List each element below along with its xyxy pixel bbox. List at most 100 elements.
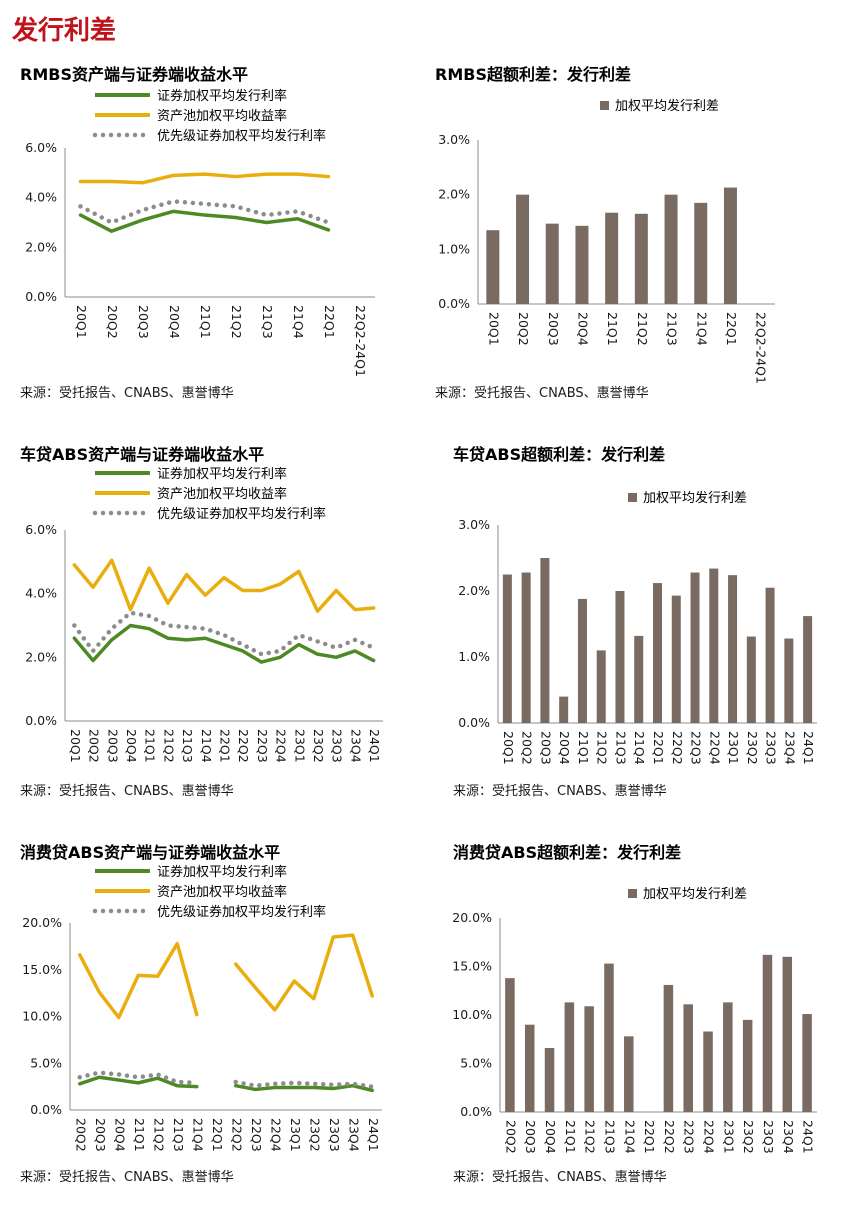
bar — [596, 650, 606, 723]
bar — [544, 1047, 555, 1112]
x-tick-label: 23Q3 — [330, 729, 345, 763]
bar — [723, 187, 737, 304]
legend-label: 资产池加权平均收益率 — [157, 486, 287, 502]
y-tick-label: 1.0% — [458, 649, 490, 664]
x-tick-label: 22Q1 — [322, 305, 337, 339]
x-tick-label: 21Q1 — [605, 312, 620, 346]
bar — [652, 583, 663, 723]
chart-title: 消费贷ABS资产端与证券端收益水平 — [20, 843, 280, 862]
x-tick-label: 20Q4 — [124, 729, 139, 763]
bar — [690, 572, 700, 723]
x-tick-label: 20Q4 — [167, 305, 182, 339]
chart-svg: 消费贷ABS资产端与证券端收益水平证券加权平均发行利率资产池加权平均收益率优先级… — [20, 843, 382, 1185]
bar — [663, 984, 674, 1112]
x-tick-label: 21Q4 — [190, 1118, 205, 1152]
y-tick-label: 6.0% — [25, 522, 57, 537]
x-tick-label: 22Q1 — [651, 731, 666, 765]
bar — [802, 1014, 812, 1112]
x-tick-label: 23Q2 — [311, 729, 326, 763]
chart-svg: RMBS资产端与证券端收益水平证券加权平均发行利率资产池加权平均收益率优先级证券… — [20, 65, 375, 401]
x-tick-label: 21Q2 — [583, 1120, 598, 1154]
x-tick-label: 20Q1 — [501, 731, 516, 765]
x-tick-label: 22Q2 — [670, 731, 685, 765]
source-note: 来源：受托报告、CNABS、惠誉博华 — [20, 1170, 234, 1185]
y-tick-label: 5.0% — [460, 1056, 492, 1071]
x-tick-label: 21Q1 — [198, 305, 213, 339]
x-tick-label: 23Q2 — [745, 731, 760, 765]
page-title: 发行利差 — [12, 16, 117, 46]
x-tick-label: 20Q4 — [575, 312, 590, 346]
y-tick-label: 10.0% — [452, 1007, 492, 1022]
series-line — [72, 610, 376, 657]
x-tick-label: 22Q2-24Q1 — [353, 305, 368, 377]
x-tick-label: 22Q1 — [724, 312, 739, 346]
y-tick-label: 2.0% — [25, 239, 57, 254]
x-tick-label: 21Q3 — [613, 731, 628, 765]
x-tick-label: 22Q4 — [274, 729, 289, 763]
x-tick-label: 23Q1 — [288, 1118, 303, 1152]
bar — [559, 696, 569, 723]
series-line — [72, 623, 376, 664]
x-tick-label: 21Q4 — [632, 731, 647, 765]
y-tick-label: 0.0% — [25, 713, 57, 728]
y-tick-label: 2.0% — [458, 583, 490, 598]
bar — [683, 1004, 693, 1112]
bar — [521, 572, 531, 723]
series-line — [78, 209, 331, 233]
y-tick-label: 3.0% — [458, 517, 490, 532]
rmbs-bar-chart: RMBS超额利差：发行利差 加权平均发行利差 0.0% 1.0% 2.0% 3.0% 20Q… — [420, 60, 849, 410]
x-tick-label: 21Q4 — [199, 729, 214, 763]
y-tick-label: 1.0% — [438, 241, 470, 256]
bar — [584, 1006, 594, 1112]
legend-swatch — [628, 493, 637, 502]
x-tick-label: 23Q4 — [346, 1118, 361, 1152]
x-tick-label: 21Q1 — [132, 1118, 147, 1152]
chart-title: 消费贷ABS超额利差：发行利差 — [453, 843, 681, 862]
x-tick-label: 22Q1 — [218, 729, 233, 763]
legend-swatch — [600, 101, 609, 110]
bar — [575, 225, 589, 304]
bar — [671, 595, 681, 723]
x-tick-label: 23Q4 — [781, 1120, 796, 1154]
x-tick-label: 20Q3 — [523, 1120, 538, 1154]
bar — [624, 1036, 634, 1112]
bar — [604, 963, 614, 1112]
x-tick-label: 22Q4 — [707, 731, 722, 765]
x-tick-label: 22Q2-24Q1 — [754, 312, 769, 384]
x-tick-label: 20Q4 — [112, 1118, 127, 1152]
legend-label: 加权平均发行利差 — [615, 98, 719, 114]
legend-label: 加权平均发行利差 — [643, 490, 747, 506]
bar — [516, 194, 530, 304]
source-note: 来源：受托报告、CNABS、惠誉博华 — [435, 386, 649, 401]
x-tick-label: 20Q2 — [503, 1120, 518, 1154]
bar — [709, 568, 719, 723]
auto-bar-chart: 车贷ABS超额利差：发行利差 加权平均发行利差 0.0% 1.0% 2.0% 3.0% 20… — [420, 440, 849, 810]
bar — [782, 956, 793, 1112]
x-tick-label: 23Q1 — [726, 731, 741, 765]
x-tick-label: 21Q3 — [180, 729, 195, 763]
y-tick-label: 15.0% — [22, 962, 62, 977]
y-tick-label: 20.0% — [22, 915, 62, 930]
y-tick-label: 4.0% — [25, 190, 57, 205]
chart-svg: 车贷ABS资产端与证券端收益水平证券加权平均发行利率资产池加权平均收益率优先级证… — [20, 445, 383, 799]
legend-label: 优先级证券加权平均发行利率 — [157, 904, 326, 920]
chart-title: RMBS超额利差：发行利差 — [435, 65, 631, 84]
source-note: 来源：受托报告、CNABS、惠誉博华 — [20, 784, 234, 799]
legend-label: 证券加权平均发行利率 — [157, 864, 287, 880]
x-tick-label: 21Q2 — [151, 1118, 166, 1152]
x-tick-label: 23Q1 — [721, 1120, 736, 1154]
bar — [540, 558, 550, 723]
y-tick-label: 6.0% — [25, 140, 57, 155]
y-tick-label: 0.0% — [25, 289, 57, 304]
x-tick-label: 20Q2 — [87, 729, 102, 763]
bar — [803, 616, 813, 723]
x-tick-label: 20Q1 — [74, 305, 89, 339]
x-tick-label: 20Q2 — [520, 731, 535, 765]
x-tick-label: 23Q4 — [348, 729, 363, 763]
x-tick-label: 21Q2 — [635, 312, 650, 346]
y-tick-label: 10.0% — [22, 1009, 62, 1024]
x-tick-label: 24Q1 — [801, 1120, 816, 1154]
x-tick-label: 23Q3 — [327, 1118, 342, 1152]
bar — [762, 954, 773, 1112]
bar — [634, 635, 644, 723]
